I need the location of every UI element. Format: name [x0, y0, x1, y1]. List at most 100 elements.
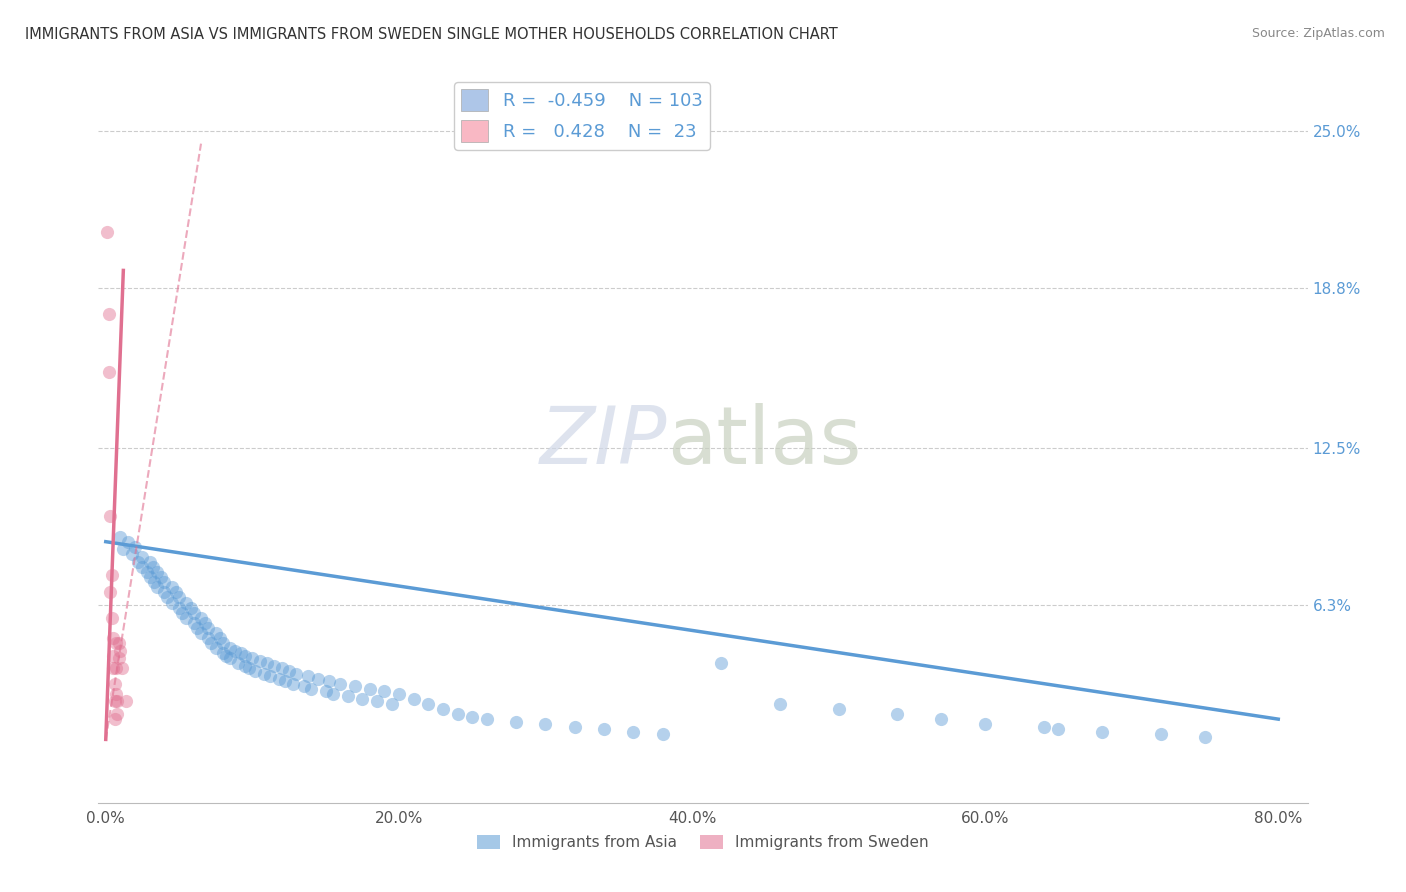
Point: [110, 643, 132, 657]
Point: [318, 674, 340, 689]
Point: [651, 727, 673, 741]
Point: [135, 565, 157, 579]
Point: [153, 585, 176, 599]
Point: [146, 580, 169, 594]
Point: [212, 646, 235, 660]
Point: [352, 691, 374, 706]
Point: [110, 530, 132, 544]
Point: [253, 666, 276, 681]
Point: [297, 669, 319, 683]
Point: [197, 631, 219, 645]
Point: [267, 672, 290, 686]
Point: [263, 659, 285, 673]
Point: [886, 707, 908, 722]
Point: [96, 226, 118, 240]
Point: [97, 306, 120, 320]
Point: [219, 641, 242, 656]
Point: [97, 365, 120, 379]
Point: [212, 636, 235, 650]
Point: [215, 648, 238, 663]
Point: [100, 611, 122, 625]
Point: [366, 694, 388, 708]
Point: [446, 707, 468, 722]
Point: [121, 547, 143, 561]
Point: [112, 542, 135, 557]
Point: [285, 666, 308, 681]
Point: [138, 570, 160, 584]
Point: [593, 723, 616, 737]
Point: [278, 664, 301, 678]
Point: [336, 690, 359, 704]
Point: [229, 646, 252, 660]
Point: [194, 615, 217, 630]
Text: ZIP: ZIP: [540, 402, 666, 481]
Point: [105, 687, 128, 701]
Point: [564, 720, 586, 734]
Point: [315, 684, 337, 698]
Point: [292, 679, 315, 693]
Point: [299, 681, 322, 696]
Point: [160, 595, 183, 609]
Point: [98, 509, 121, 524]
Point: [432, 702, 454, 716]
Point: [105, 636, 128, 650]
Point: [204, 641, 226, 656]
Point: [238, 661, 260, 675]
Point: [621, 724, 644, 739]
Point: [167, 600, 190, 615]
Point: [103, 676, 125, 690]
Point: [402, 691, 425, 706]
Point: [388, 687, 411, 701]
Point: [827, 702, 849, 716]
Point: [224, 643, 246, 657]
Point: [142, 560, 165, 574]
Point: [1032, 720, 1054, 734]
Point: [219, 651, 242, 665]
Point: [418, 697, 440, 711]
Point: [233, 659, 256, 673]
Point: [270, 661, 292, 675]
Point: [373, 684, 395, 698]
Point: [103, 712, 125, 726]
Point: [165, 585, 187, 599]
Point: [146, 565, 169, 579]
Point: [204, 626, 226, 640]
Point: [233, 648, 256, 663]
Point: [380, 697, 402, 711]
Point: [108, 651, 131, 665]
Point: [1091, 724, 1114, 739]
Point: [1150, 727, 1173, 741]
Point: [170, 606, 193, 620]
Point: [107, 694, 129, 708]
Point: [190, 626, 212, 640]
Point: [150, 570, 173, 584]
Point: [124, 540, 146, 554]
Point: [176, 595, 198, 609]
Text: atlas: atlas: [666, 402, 860, 481]
Point: [127, 555, 149, 569]
Point: [322, 687, 344, 701]
Point: [186, 621, 208, 635]
Point: [929, 712, 952, 726]
Legend: Immigrants from Asia, Immigrants from Sweden: Immigrants from Asia, Immigrants from Sw…: [471, 830, 935, 856]
Point: [1194, 730, 1216, 744]
Point: [101, 631, 124, 645]
Point: [190, 611, 212, 625]
Point: [156, 591, 179, 605]
Point: [461, 709, 484, 723]
Point: [138, 555, 160, 569]
Point: [117, 534, 139, 549]
Point: [534, 717, 557, 731]
Point: [974, 717, 997, 731]
Point: [167, 591, 190, 605]
Point: [131, 560, 153, 574]
Point: [111, 661, 134, 675]
Point: [180, 600, 202, 615]
Point: [1047, 723, 1070, 737]
Point: [307, 672, 329, 686]
Point: [283, 676, 305, 690]
Point: [249, 654, 271, 668]
Point: [259, 669, 281, 683]
Point: [343, 679, 366, 693]
Point: [98, 585, 121, 599]
